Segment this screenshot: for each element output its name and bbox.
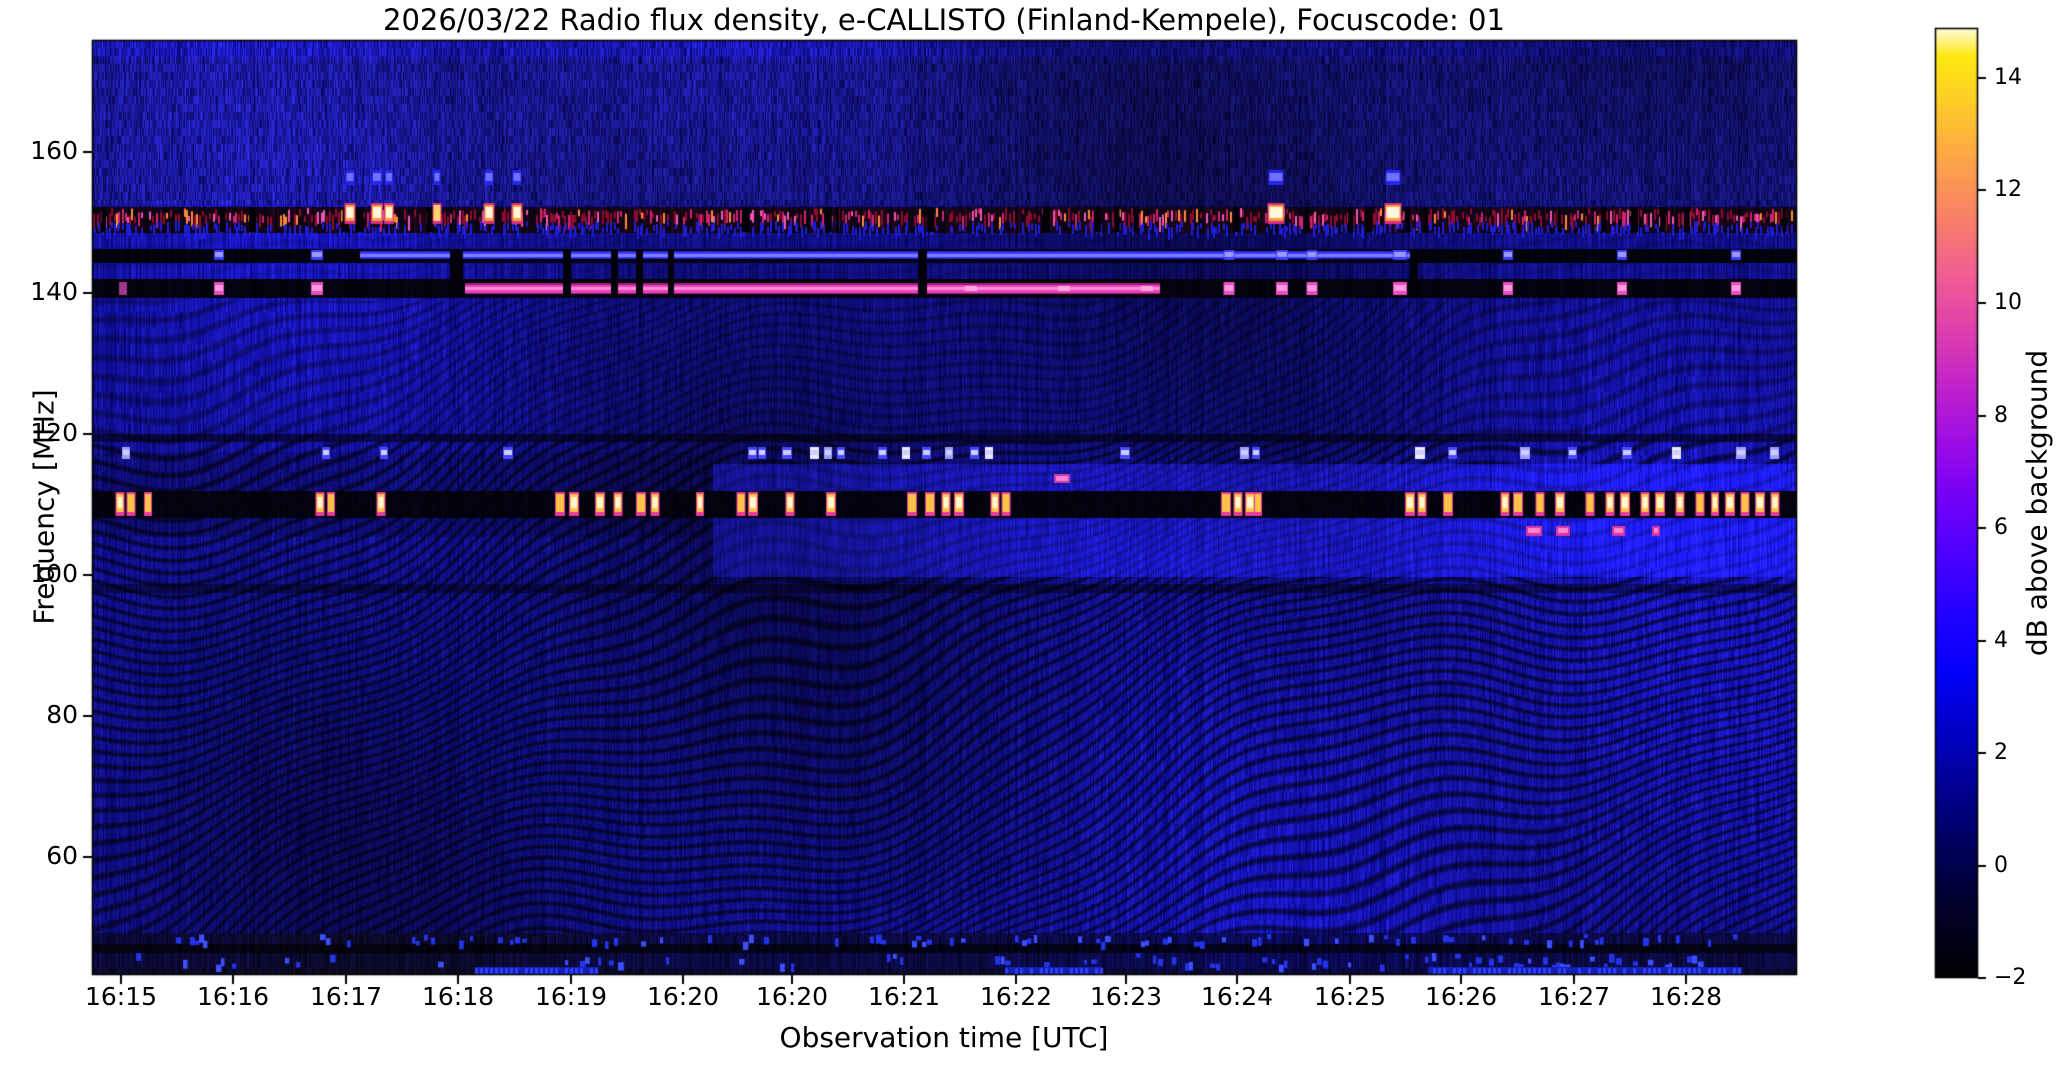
x-tick-label: 16:19: [534, 982, 608, 1011]
x-tick-label: 16:25: [1313, 982, 1387, 1011]
x-tick-label: 16:16: [196, 982, 270, 1011]
colorbar-tick-label: 2: [1994, 740, 2008, 765]
x-tick-label: 16:24: [1200, 982, 1274, 1011]
x-tick-label: 16:21: [867, 982, 941, 1011]
x-tick-label: 16:27: [1537, 982, 1611, 1011]
x-tick-label: 16:15: [84, 982, 158, 1011]
y-tick-label: 100: [30, 559, 78, 588]
colorbar-tick-label: 12: [1994, 177, 2022, 202]
y-tick-label: 140: [30, 277, 78, 306]
x-tick-label: 16:18: [421, 982, 495, 1011]
colorbar-tick-label: −2: [1994, 965, 2027, 990]
y-tick-label: 160: [30, 136, 78, 165]
y-tick-label: 60: [46, 841, 78, 870]
x-tick-label: 16:22: [979, 982, 1053, 1011]
x-tick-label: 16:26: [1424, 982, 1498, 1011]
colorbar-tick-label: 14: [1994, 65, 2022, 90]
x-axis-label: Observation time [UTC]: [779, 1021, 1109, 1054]
x-tick-label: 16:28: [1649, 982, 1723, 1011]
plot-title: 2026/03/22 Radio flux density, e-CALLIST…: [383, 3, 1505, 37]
colorbar-tick-label: 4: [1994, 628, 2008, 653]
colorbar-tick-label: 8: [1994, 403, 2008, 428]
colorbar-label: dB above background: [2020, 349, 2054, 657]
y-tick-label: 120: [30, 418, 78, 447]
colorbar-tick-label: 0: [1994, 853, 2008, 878]
colorbar-tick-label: 10: [1994, 290, 2022, 315]
x-tick-label: 16:23: [1089, 982, 1163, 1011]
x-tick-label: 16:20: [755, 982, 829, 1011]
colorbar-tick-label: 6: [1994, 515, 2008, 540]
x-tick-label: 16:17: [309, 982, 383, 1011]
y-tick-label: 80: [46, 700, 78, 729]
y-axis-label: Frequency [MHz]: [27, 389, 61, 625]
x-tick-label: 16:20: [646, 982, 720, 1011]
